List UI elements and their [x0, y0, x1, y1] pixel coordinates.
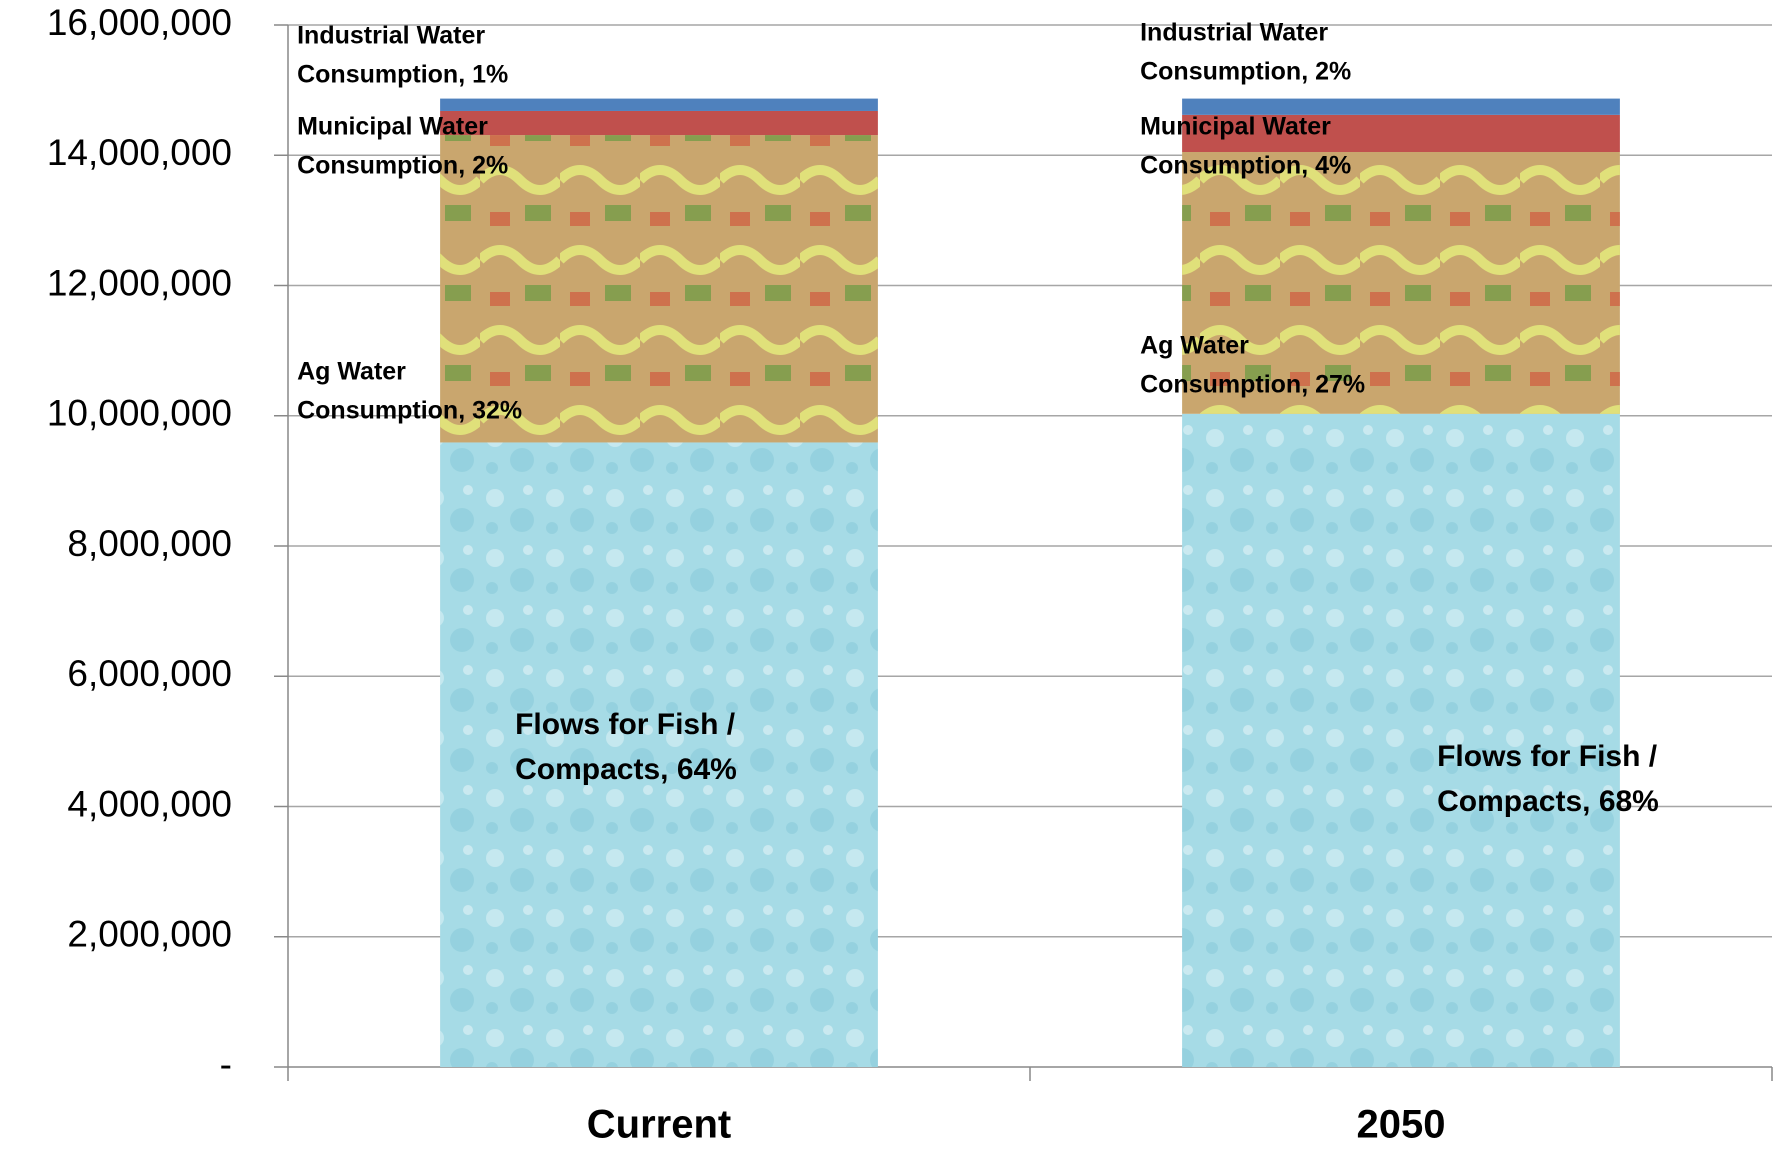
- y-tick-label: 16,000,000: [47, 2, 232, 43]
- x-tick-label: 2050: [1357, 1103, 1446, 1147]
- y-tick-label: 10,000,000: [47, 393, 232, 434]
- data-label: Industrial Water: [1140, 19, 1328, 47]
- bar-segment: [1182, 114, 1620, 152]
- bar-texture: [1182, 151, 1620, 414]
- bar-segment: [1182, 98, 1620, 115]
- data-label: Consumption, 32%: [297, 397, 522, 425]
- y-tick-label: 14,000,000: [47, 132, 232, 173]
- bar-segment: [440, 98, 878, 111]
- data-label: Ag Water: [1140, 332, 1249, 360]
- y-tick-label: 12,000,000: [47, 262, 232, 303]
- data-label: Ag Water: [297, 358, 406, 386]
- x-tick-label: Current: [587, 1103, 731, 1147]
- y-tick-label: -: [220, 1044, 232, 1085]
- y-tick-label: 6,000,000: [67, 653, 232, 694]
- data-label: Consumption, 1%: [297, 61, 508, 89]
- data-label: Industrial Water: [297, 22, 485, 50]
- bar-texture: [1182, 413, 1620, 1067]
- y-tick-label: 2,000,000: [67, 914, 232, 955]
- y-tick-label: 4,000,000: [67, 783, 232, 824]
- data-label: Flows for Fish /: [515, 708, 736, 741]
- bar-segment: [440, 110, 878, 136]
- data-label: Compacts, 68%: [1437, 785, 1659, 818]
- data-label: Consumption, 2%: [1140, 58, 1351, 86]
- data-label: Flows for Fish /: [1437, 740, 1658, 773]
- data-label: Consumption, 27%: [1140, 371, 1365, 399]
- bar-texture: [440, 442, 878, 1067]
- data-label: Municipal Water: [1140, 113, 1331, 141]
- data-label: Consumption, 2%: [297, 152, 508, 180]
- data-label: Compacts, 64%: [515, 753, 737, 786]
- data-label: Consumption, 4%: [1140, 152, 1351, 180]
- bar-texture: [440, 135, 878, 443]
- data-label: Municipal Water: [297, 113, 488, 141]
- y-tick-label: 8,000,000: [67, 523, 232, 564]
